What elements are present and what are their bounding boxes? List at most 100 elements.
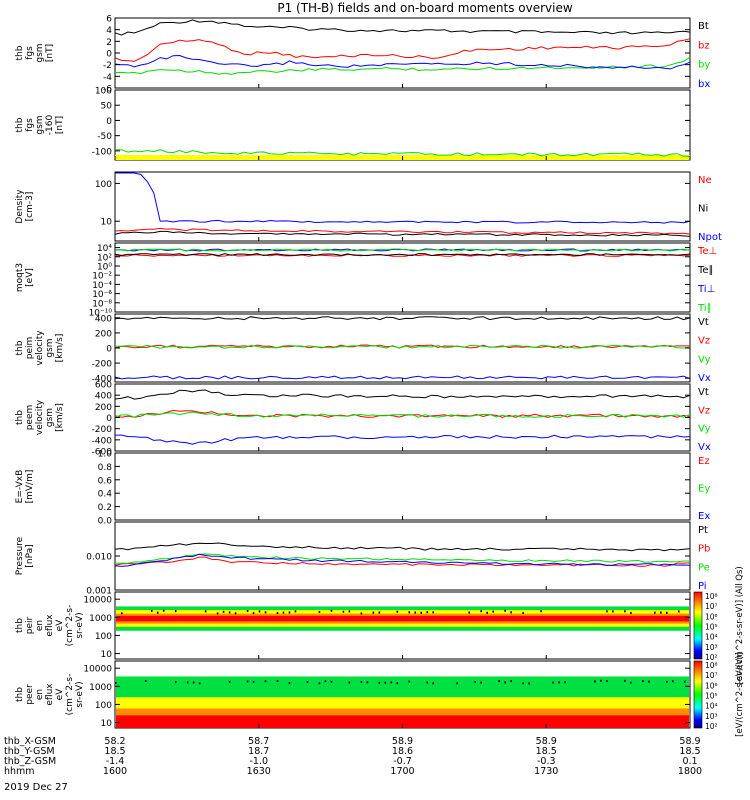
panel-efield: 1.0 0.8 0.6 0.4 0.2 0.0 E=-VxB [mV/m] Ez Ey Ex	[15, 450, 710, 527]
legend-item: Ni	[698, 204, 708, 215]
x-ticks-peim	[114, 378, 691, 382]
panel-frame	[114, 521, 691, 591]
y-tick-label: 0.001	[86, 587, 112, 597]
y-tick-label: 10⁰	[97, 263, 112, 273]
y-tick-label: 10⁻⁶	[92, 290, 112, 300]
y-tick-label: 0	[106, 414, 112, 424]
spectrogram-speckle	[672, 680, 674, 683]
y-axis-peer: 10000 1000 100 10	[83, 665, 690, 729]
y-axis-efield: 1.0 0.8 0.6 0.4 0.2 0.0	[98, 450, 690, 527]
y-tick-label: 400	[95, 392, 112, 402]
y-label-line: gsm	[35, 115, 45, 134]
y-label-line: thb	[15, 340, 25, 355]
y-label-line: en	[35, 620, 45, 631]
y-label-peem: thb peem velocity gsm [km/s]	[15, 399, 65, 435]
y-label-line: eflux	[45, 614, 55, 637]
spectrogram-speckle	[115, 681, 117, 684]
ephemeris-row-label: thb_X-GSM	[4, 736, 56, 747]
spectrogram-speckle	[486, 611, 488, 614]
series-density-Npot	[115, 172, 691, 224]
spectrogram-speckle	[228, 680, 231, 683]
y-tick-label: 4	[106, 26, 112, 36]
y-label-line: thb	[15, 410, 25, 425]
colorbar-swatch	[693, 660, 703, 729]
y-label-line: thb	[15, 45, 25, 60]
series-fgs-ipd-line	[115, 149, 691, 157]
spectrogram-speckle	[204, 610, 207, 613]
panel-frame	[114, 313, 691, 383]
series-fgs-bz	[114, 38, 691, 62]
y-label-line: (cm^2-s-	[65, 605, 75, 647]
y-label-line: peim	[25, 337, 35, 360]
spectrogram-speckle	[624, 679, 626, 682]
panel-frame	[114, 17, 691, 89]
spectrogram-speckle	[246, 610, 249, 613]
y-tick-label: 10⁻¹⁰	[89, 309, 113, 319]
y-tick-label: 10000	[83, 596, 112, 606]
ephemeris-value: 58.2	[104, 736, 125, 747]
spectrogram-speckle	[480, 610, 482, 613]
date-label: 2019 Dec 27	[4, 782, 68, 793]
spectrogram-speckle	[624, 610, 626, 613]
legend-item: Pt	[698, 525, 708, 536]
spectrogram-speckle	[378, 611, 381, 614]
ephemeris-value: -1.0	[249, 756, 268, 767]
spectrogram-speckle	[384, 681, 387, 684]
colorbar-tick-label: 10⁴	[705, 702, 718, 711]
series-moqt-Te∥	[114, 253, 691, 257]
y-tick-label: 0.4	[98, 490, 113, 500]
ephemeris-value: 0.1	[682, 756, 697, 767]
spectrogram-peir	[116, 606, 689, 631]
spectrogram-speckle	[678, 610, 680, 613]
legend-item: Vt	[698, 387, 709, 398]
spectrogram-speckle	[684, 680, 686, 683]
y-tick-label: 1.0	[98, 450, 113, 460]
series-pressure-Pe	[114, 553, 690, 564]
spectrogram-speckle	[426, 681, 429, 684]
legend-item: Vz	[698, 336, 710, 347]
y-label-peer: thb peer en eflux eV (cm^2-s-sr-eV)	[15, 674, 85, 716]
series-peem-Vx	[115, 434, 691, 445]
legend-item: by	[698, 60, 710, 71]
y-label-line: thb	[15, 117, 25, 132]
y-tick-label: 0.010	[86, 553, 112, 563]
colorbar-tick-label: 10⁸	[705, 661, 718, 670]
spectrogram-speckle	[654, 611, 656, 614]
panel-peir: 10000 1000 100 10 thb peir en eflux eV (cm^2-s-sr…	[15, 566, 745, 684]
y-tick-label: 100	[95, 701, 112, 711]
spectrogram-speckle	[432, 611, 435, 614]
spectrogram-speckle	[318, 610, 321, 613]
series-density-Ne	[114, 227, 691, 235]
spectrogram-speckle	[390, 681, 393, 684]
ephemeris-value: 58.9	[392, 736, 413, 747]
y-tick-label: -6	[103, 85, 112, 95]
colorbar-tick-label: 10⁷	[705, 602, 718, 611]
colorbar-swatch	[693, 591, 703, 660]
y-label-line: peir	[25, 616, 35, 634]
y-label-line: eflux	[45, 683, 55, 706]
series-density-Ni	[114, 230, 691, 237]
series-pressure-Pi	[114, 553, 691, 567]
y-tick-label: 0	[106, 117, 112, 127]
legend-item: bz	[698, 40, 710, 51]
spectrogram-speckle	[564, 681, 566, 684]
y-label-line: [km/s]	[55, 403, 65, 432]
y-tick-label: 0	[106, 345, 112, 355]
spectrogram-band	[116, 615, 689, 622]
y-label-line: thb	[15, 618, 25, 633]
y-label-line: [nT]	[55, 116, 65, 134]
y-label-line: fgs	[25, 46, 35, 60]
y-tick-label: 100	[95, 180, 112, 190]
y-tick-label: -100	[92, 147, 113, 157]
y-tick-label: 400	[95, 314, 112, 324]
colorbar-tick-label: 10³	[705, 712, 718, 721]
y-label-line: sr-eV)	[75, 681, 85, 707]
spectrogram-speckle	[480, 681, 482, 684]
panel-peer: 10000 1000 100 10 thb peer en eflux eV (cm^2-s-sr…	[15, 652, 745, 737]
x-ticks-peir	[114, 655, 691, 659]
y-axis-pressure: 0.010 0.001	[86, 553, 690, 597]
y-axis-fgs-ipd: 100 50 0 -50 -100	[92, 87, 690, 157]
spectrogram-speckle	[408, 611, 411, 614]
y-label-line: peer	[25, 684, 35, 705]
